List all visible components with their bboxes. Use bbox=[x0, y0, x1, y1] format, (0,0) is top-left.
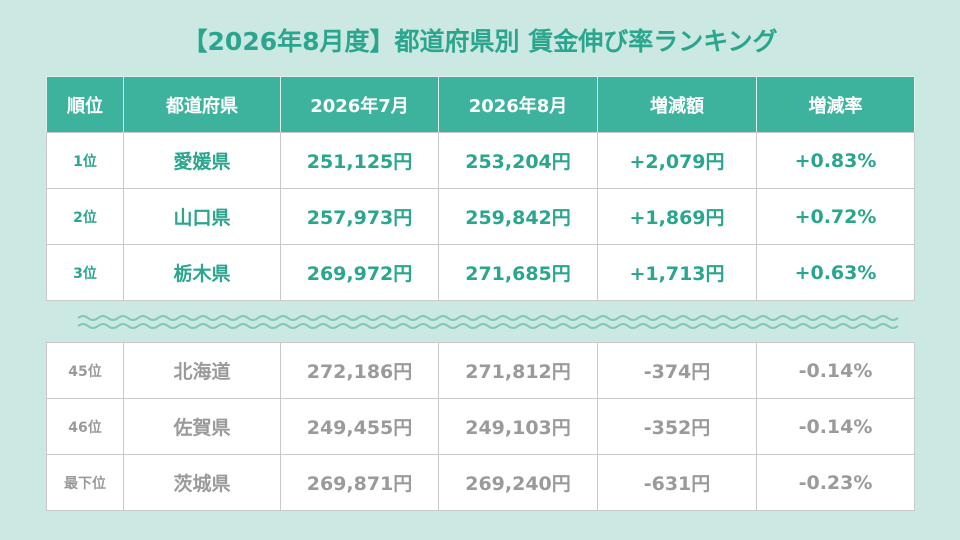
table-cell: +1,713円 bbox=[597, 244, 757, 301]
header-cell: 2026年8月 bbox=[438, 76, 598, 133]
wave-line bbox=[77, 323, 899, 329]
table-cell: 249,455円 bbox=[280, 398, 439, 455]
table-cell: -0.14% bbox=[756, 398, 915, 455]
table-cell: 佐賀県 bbox=[123, 398, 281, 455]
table-cell: 249,103円 bbox=[438, 398, 598, 455]
table-cell: 2位 bbox=[46, 188, 124, 245]
table-cell: 46位 bbox=[46, 398, 124, 455]
table-cell: 北海道 bbox=[123, 342, 281, 399]
table-cell: 山口県 bbox=[123, 188, 281, 245]
header-cell: 増減額 bbox=[597, 76, 757, 133]
table-cell: 269,871円 bbox=[280, 454, 439, 511]
table-cell: 251,125円 bbox=[280, 132, 439, 189]
table-cell: 1位 bbox=[46, 132, 124, 189]
table-cell: 271,685円 bbox=[438, 244, 598, 301]
table-cell: 最下位 bbox=[46, 454, 124, 511]
header-cell: 都道府県 bbox=[123, 76, 281, 133]
table-cell: +0.83% bbox=[756, 132, 915, 189]
table-cell: 茨城県 bbox=[123, 454, 281, 511]
table-cell: -0.23% bbox=[756, 454, 915, 511]
table-cell: -0.14% bbox=[756, 342, 915, 399]
table-cell: 257,973円 bbox=[280, 188, 439, 245]
table-cell: 272,186円 bbox=[280, 342, 439, 399]
table-cell: 愛媛県 bbox=[123, 132, 281, 189]
wave-line bbox=[77, 315, 899, 321]
table-cell: 269,240円 bbox=[438, 454, 598, 511]
table-cell: +2,079円 bbox=[597, 132, 757, 189]
header-cell: 増減率 bbox=[756, 76, 915, 133]
header-cell: 順位 bbox=[46, 76, 124, 133]
table-cell: 259,842円 bbox=[438, 188, 598, 245]
table-cell: 3位 bbox=[46, 244, 124, 301]
table-cell: -352円 bbox=[597, 398, 757, 455]
table-cell: -631円 bbox=[597, 454, 757, 511]
table-cell: +0.63% bbox=[756, 244, 915, 301]
table-cell: +1,869円 bbox=[597, 188, 757, 245]
table-cell: 253,204円 bbox=[438, 132, 598, 189]
table-cell: 271,812円 bbox=[438, 342, 598, 399]
title: 【2026年8月度】都道府県別 賃金伸び率ランキング bbox=[182, 27, 778, 56]
table-cell: 269,972円 bbox=[280, 244, 439, 301]
table-cell: +0.72% bbox=[756, 188, 915, 245]
header-cell: 2026年7月 bbox=[280, 76, 439, 133]
table-cell: -374円 bbox=[597, 342, 757, 399]
table-cell: 栃木県 bbox=[123, 244, 281, 301]
table-cell: 45位 bbox=[46, 342, 124, 399]
